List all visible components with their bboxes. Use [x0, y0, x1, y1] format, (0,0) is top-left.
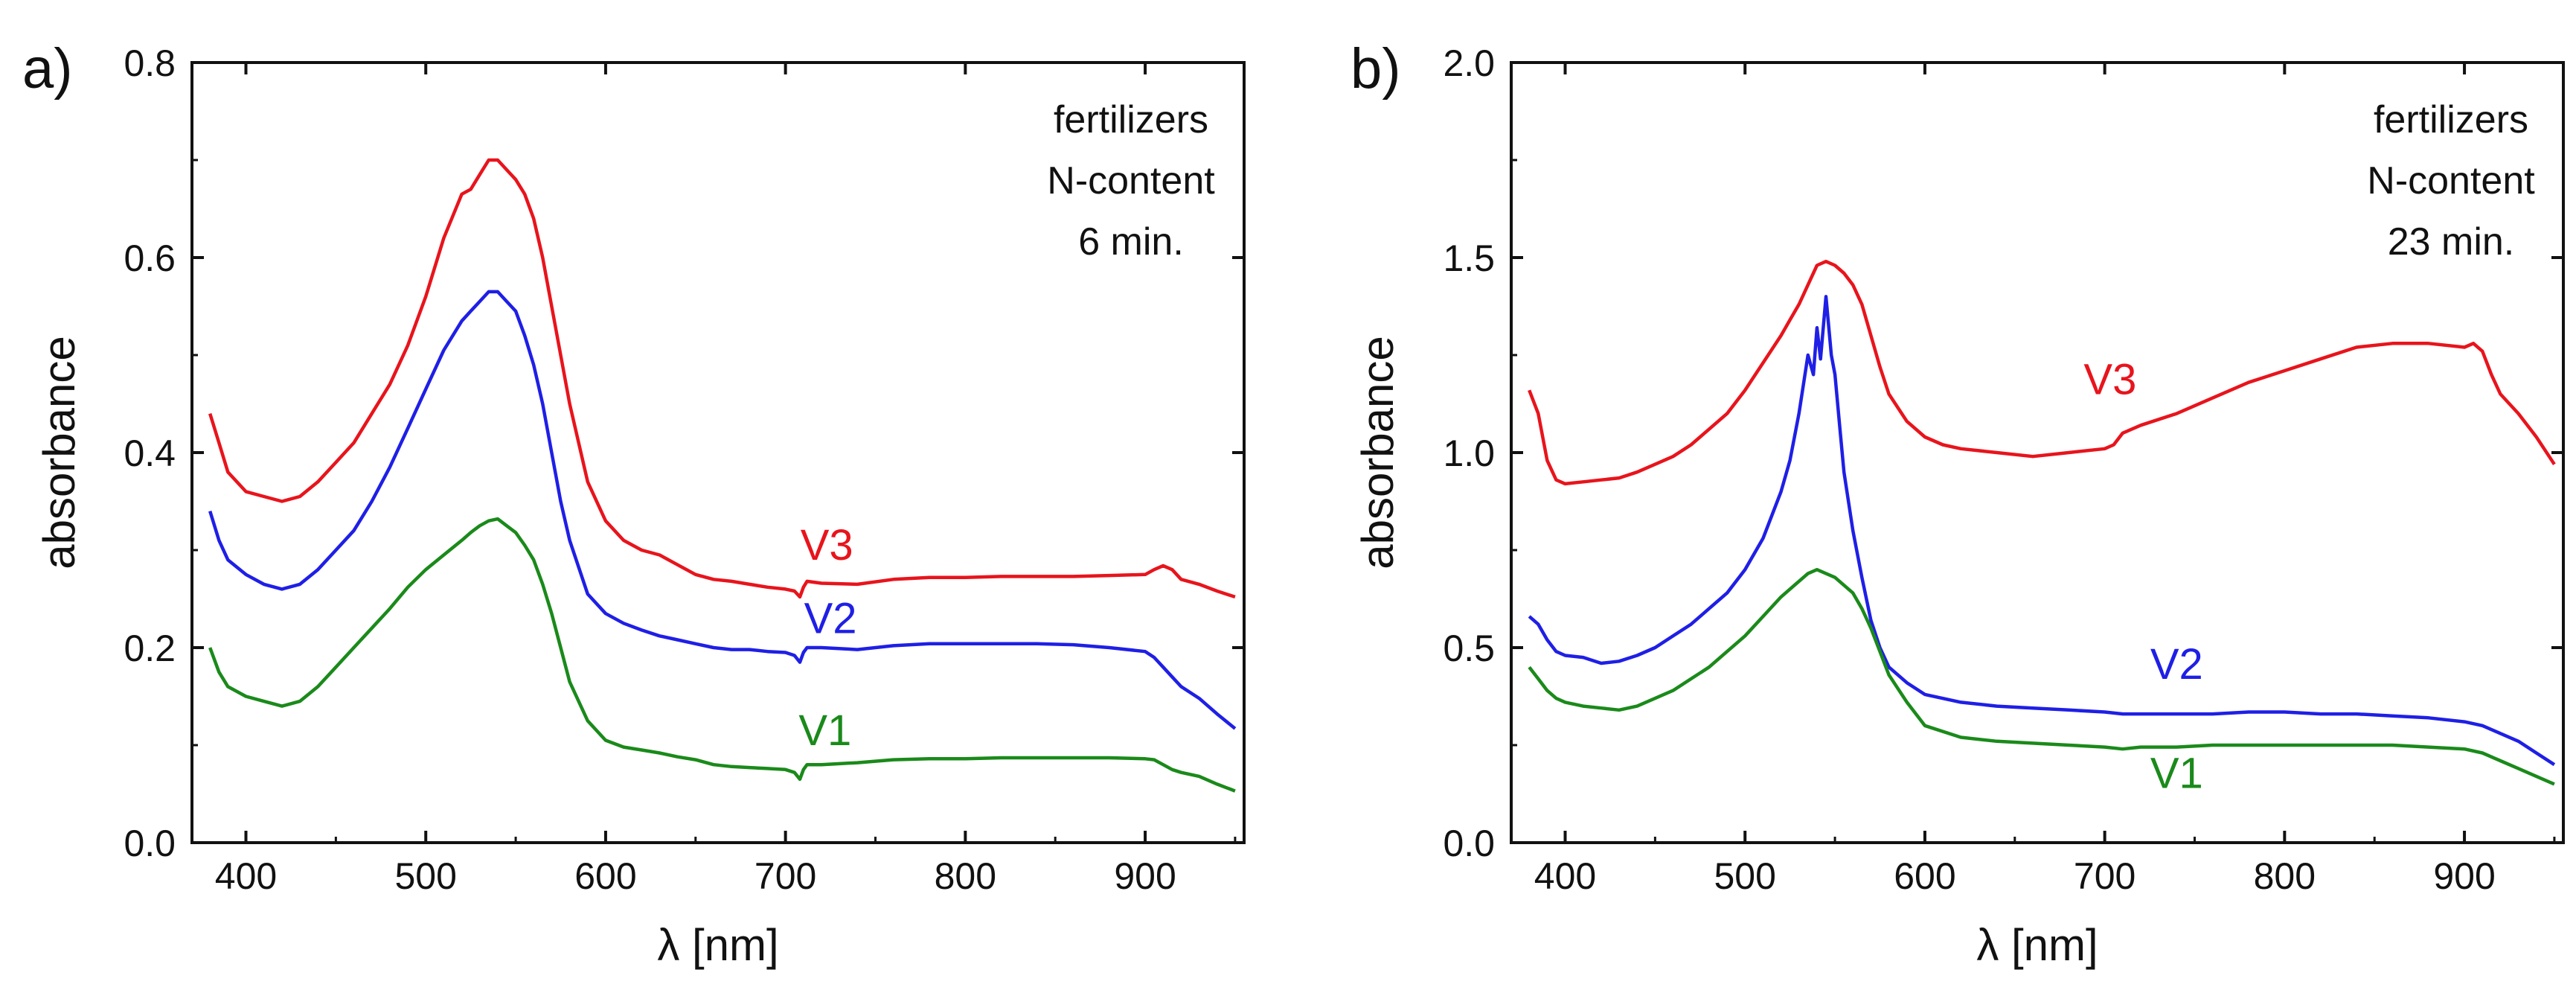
series-line-v1 [208, 517, 1236, 793]
panel-label-a: a) [22, 37, 73, 100]
x-axis-a: 400 500 600 700 800 900 [215, 63, 1237, 897]
x-tick-label: 800 [935, 855, 996, 897]
panel-b: b) 400 500 600 700 800 900 0.0 0.5 1.0 1.5 2.0 V3… [1351, 37, 2565, 970]
series-line-v3 [208, 158, 1236, 599]
y-axis-b: 0.0 0.5 1.0 1.5 2.0 [1443, 42, 2563, 864]
annotation-a: fertilizers N-content 6 min. [1047, 98, 1215, 264]
series-label-v2: V2 [2150, 640, 2203, 689]
x-tick-label: 600 [574, 855, 636, 897]
y-tick-label: 0.5 [1443, 628, 1495, 669]
panel-label-b: b) [1351, 37, 1401, 100]
series-lines-b [1528, 259, 2556, 786]
x-tick-label: 400 [215, 855, 277, 897]
x-tick-label: 900 [1114, 855, 1176, 897]
annotation-line-3: 6 min. [1078, 220, 1184, 264]
series-label-v1: V1 [2150, 750, 2203, 798]
x-tick-label: 500 [395, 855, 457, 897]
series-line-v3 [1528, 259, 2556, 486]
x-tick-label: 400 [1534, 855, 1596, 897]
annotation-line-2: N-content [2367, 159, 2535, 202]
y-axis-title-b: absorbance [1353, 336, 1403, 569]
x-tick-label: 500 [1714, 855, 1776, 897]
panel-a: a) 400 500 600 700 800 900 0.0 0.2 0.4 0.6 0.8 V3… [22, 37, 1246, 970]
annotation-line-1: fertilizers [2374, 98, 2528, 141]
x-tick-label: 600 [1894, 855, 1955, 897]
y-tick-label: 0.0 [1443, 823, 1495, 864]
series-labels-b: V3 V2 V1 [2083, 355, 2202, 797]
x-axis-title-b: λ [nm] [1976, 920, 2098, 970]
annotation-b: fertilizers N-content 23 min. [2367, 98, 2535, 264]
annotation-line-1: fertilizers [1054, 98, 1208, 141]
x-tick-label: 800 [2254, 855, 2316, 897]
series-label-v3: V3 [2083, 355, 2136, 403]
y-axis-a: 0.0 0.2 0.4 0.6 0.8 [124, 42, 1244, 864]
series-line-v2 [1528, 295, 2556, 767]
annotation-line-2: N-content [1047, 159, 1215, 202]
series-lines-a [208, 158, 1237, 793]
x-tick-label: 900 [2433, 855, 2495, 897]
x-axis-b: 400 500 600 700 800 900 [1534, 63, 2556, 897]
series-label-v2: V2 [804, 594, 857, 642]
series-label-v3: V3 [801, 521, 853, 569]
x-tick-label: 700 [2074, 855, 2136, 897]
y-tick-label: 1.0 [1443, 432, 1495, 474]
y-tick-label: 2.0 [1443, 42, 1495, 84]
y-axis-title-a: absorbance [34, 336, 84, 569]
y-tick-label: 0.2 [124, 628, 176, 669]
y-tick-label: 1.5 [1443, 237, 1495, 279]
y-tick-label: 0.0 [124, 823, 176, 864]
y-tick-label: 0.8 [124, 42, 176, 84]
series-labels-a: V3 V2 V1 [798, 521, 856, 755]
series-line-v2 [208, 290, 1237, 730]
y-tick-label: 0.4 [124, 432, 176, 474]
x-tick-label: 700 [754, 855, 816, 897]
y-tick-label: 0.6 [124, 237, 176, 279]
series-line-v1 [1528, 567, 2555, 786]
series-label-v1: V1 [798, 706, 851, 755]
x-axis-title-a: λ [nm] [657, 920, 778, 970]
annotation-line-3: 23 min. [2388, 220, 2515, 264]
